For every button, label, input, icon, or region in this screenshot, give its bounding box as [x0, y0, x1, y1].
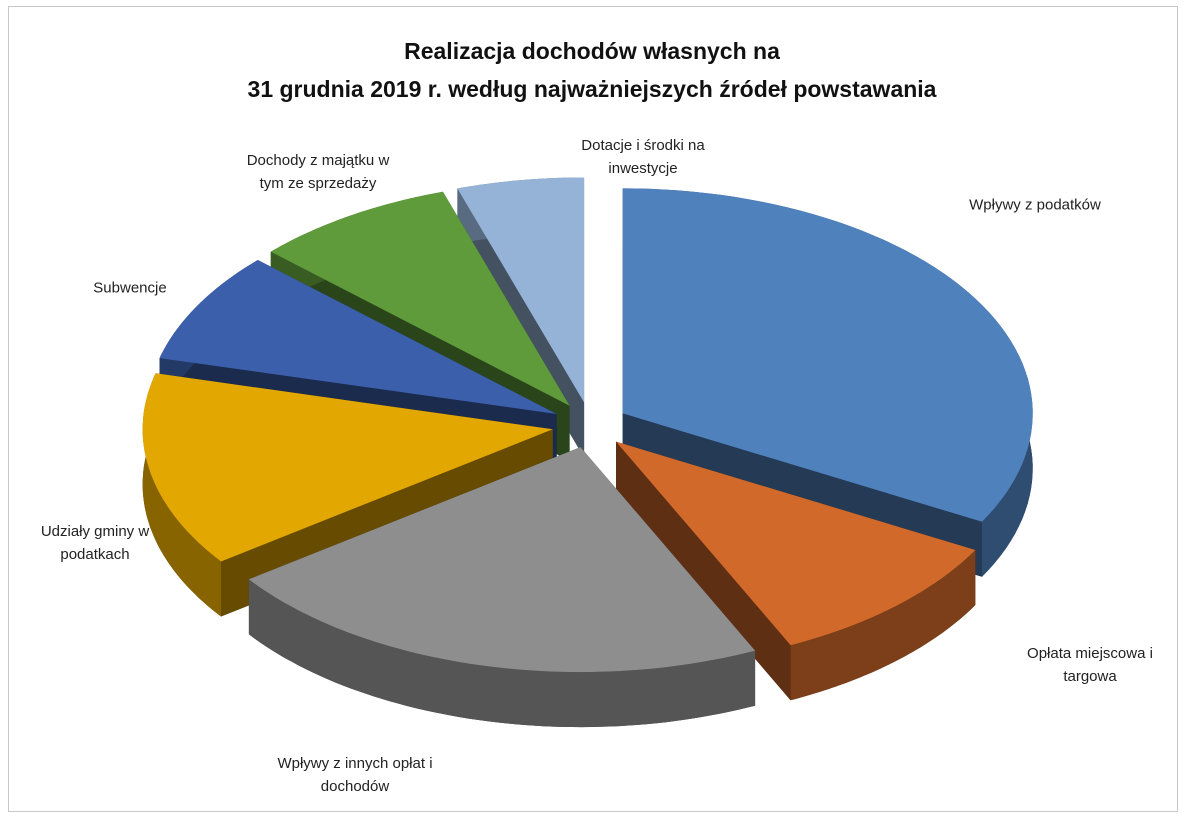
pie-slice — [142, 373, 553, 617]
chart-frame — [8, 6, 1178, 812]
slice-label: Opłata miejscowa i targowa — [1027, 645, 1153, 685]
chart-title: Realizacja dochodów własnych na 31 grudn… — [247, 38, 937, 102]
slice-top — [616, 441, 976, 646]
slice-label: Dochody z majątku w tym ze sprzedaży — [246, 152, 390, 192]
slice-rim — [142, 373, 221, 617]
slice-top — [142, 373, 553, 562]
slice-top — [270, 191, 570, 406]
slice-top — [248, 447, 756, 673]
slice-top — [457, 177, 585, 403]
slice-rim — [790, 550, 976, 701]
slice-label: Subwencje — [93, 279, 167, 297]
slice-label: Dotacje i środki na inwestycje — [581, 137, 705, 177]
slice-label: Wpływy z podatków — [969, 196, 1101, 214]
pie-slice — [616, 441, 976, 701]
slice-top — [622, 188, 1033, 522]
slice-top — [159, 260, 557, 414]
pie-slice — [248, 447, 756, 728]
slice-rim — [248, 579, 756, 728]
slice-label: Udziały gminy w podatkach — [40, 523, 150, 563]
slice-label: Wpływy z innych opłat i dochodów — [277, 755, 433, 795]
slice-wall — [616, 441, 791, 701]
